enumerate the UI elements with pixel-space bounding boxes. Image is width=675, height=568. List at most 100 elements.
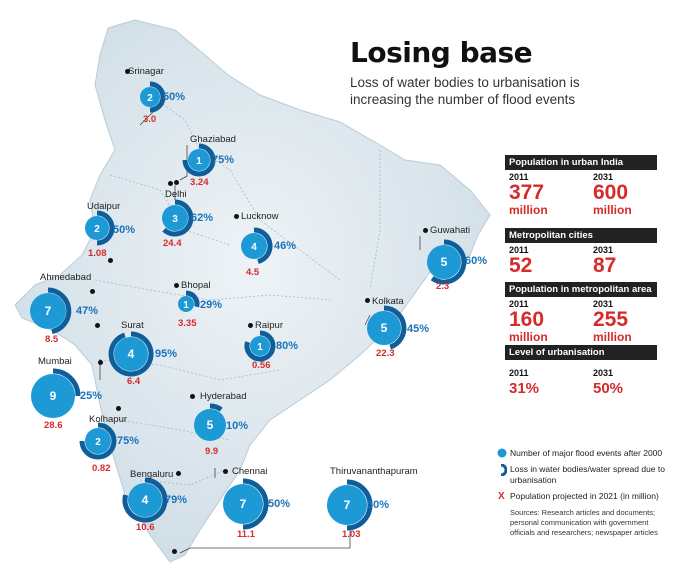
stat-year: 2031 xyxy=(593,368,614,378)
stat-block: Population in urban India 2011 377 milli… xyxy=(505,155,657,216)
city-name: Udaipur xyxy=(87,201,121,212)
projected-population: 4.5 xyxy=(246,267,260,278)
flood-events-circle xyxy=(188,149,210,171)
stat-row: 2011 31% 2031 50% xyxy=(505,360,657,397)
city-dot xyxy=(168,181,173,186)
flood-events-count: 1 xyxy=(183,300,189,311)
flood-events-circle xyxy=(367,311,401,345)
flood-events-count: 4 xyxy=(128,347,135,361)
stat-row: 2011 52 2031 87 xyxy=(505,243,657,277)
water-loss-arc xyxy=(149,81,166,113)
flood-events-count: 7 xyxy=(344,498,351,512)
stat-value: 600 xyxy=(593,181,629,204)
projected-population: 11.1 xyxy=(237,529,255,540)
projected-population: 28.6 xyxy=(44,420,63,431)
city-dot xyxy=(365,298,370,303)
city-name: Raipur xyxy=(255,320,283,331)
flood-events-circle xyxy=(114,337,148,371)
city-marker: 2 xyxy=(140,81,166,113)
city-name: Srinagar xyxy=(128,66,164,77)
flood-events-circle xyxy=(223,484,263,524)
stat-block: Population in metropolitan area 2011 160… xyxy=(505,282,657,343)
stat-2011: 2011 160 million xyxy=(509,299,548,343)
stat-2011: 2011 31% xyxy=(509,368,539,400)
page-subtitle: Loss of water bodies to urbanisation is … xyxy=(350,75,580,107)
city-dot xyxy=(116,406,121,411)
flood-events-count: 5 xyxy=(441,255,448,269)
water-loss-arc xyxy=(108,331,154,377)
stat-year: 2011 xyxy=(509,368,529,378)
flood-events-count: 4 xyxy=(251,242,257,253)
city-dot xyxy=(90,289,95,294)
city-name: Chennai xyxy=(232,466,268,477)
projected-population: 1.03 xyxy=(342,529,361,540)
legend-label: Population projected in 2021 (in million… xyxy=(510,491,659,501)
flood-events-count: 2 xyxy=(94,224,100,235)
water-loss-arc xyxy=(96,210,115,246)
city-dot xyxy=(125,69,130,74)
stat-block: Level of urbanisation 2011 31% 2031 50% xyxy=(505,345,657,397)
stat-value: 52 xyxy=(509,254,533,277)
city-marker: 2 xyxy=(79,422,117,460)
city-marker: 1 xyxy=(182,143,216,177)
projected-population: 3.35 xyxy=(178,318,197,329)
water-loss-arc xyxy=(52,368,81,397)
city-dot xyxy=(108,258,113,263)
water-loss-percent: 47% xyxy=(76,305,99,317)
water-loss-percent: 46% xyxy=(274,240,297,252)
city-name: Guwahati xyxy=(430,225,471,236)
stats-panel: Population in urban India 2011 377 milli… xyxy=(505,155,657,397)
city-marker: 1 xyxy=(244,330,276,362)
projected-population: 1.08 xyxy=(88,248,107,259)
city-name: Kolhapur xyxy=(89,414,128,425)
stat-value: 50% xyxy=(593,380,624,397)
water-loss-percent: 45% xyxy=(407,323,430,335)
stat-unit: million xyxy=(593,330,632,344)
city-name: Mumbai xyxy=(38,356,72,367)
water-loss-percent: 50% xyxy=(268,498,291,510)
flood-events-circle xyxy=(178,296,194,312)
city-name: Ghaziabad xyxy=(190,134,236,145)
stat-2031: 2031 87 xyxy=(593,245,616,277)
city-marker: 4 xyxy=(108,331,154,377)
flood-events-circle xyxy=(30,293,66,329)
projected-population: 3.0 xyxy=(143,114,157,125)
water-loss-percent: 10% xyxy=(226,420,249,432)
city-marker: 7 xyxy=(30,287,72,335)
water-loss-percent: 60% xyxy=(465,255,488,267)
stat-year: 2031 xyxy=(593,172,614,182)
city-marker: 2 xyxy=(85,210,115,246)
stat-2011: 2011 377 million xyxy=(509,172,548,216)
city-dot xyxy=(98,360,103,365)
projected-population: 6.4 xyxy=(127,376,141,387)
city-dot xyxy=(190,394,195,399)
stat-value: 377 xyxy=(509,181,545,204)
city-dot xyxy=(174,283,179,288)
flood-events-count: 2 xyxy=(147,93,153,104)
stat-2011: 2011 52 xyxy=(509,245,532,277)
water-loss-percent: 50% xyxy=(113,224,136,236)
city-dot xyxy=(172,549,177,554)
city-marker: 4 xyxy=(241,227,273,264)
water-loss-arc xyxy=(383,305,407,350)
blue-arc-icon xyxy=(500,464,507,476)
stat-year: 2011 xyxy=(509,245,529,255)
stat-unit: million xyxy=(593,203,632,217)
city-name: Bhopal xyxy=(181,280,211,291)
flood-events-count: 2 xyxy=(95,437,101,448)
flood-events-circle xyxy=(194,409,226,441)
city-name: Hyderabad xyxy=(200,391,247,402)
water-loss-percent: 80% xyxy=(276,340,299,352)
flood-events-circle xyxy=(85,216,109,240)
city-marker: 7 xyxy=(223,478,269,530)
city-dot xyxy=(95,323,100,328)
water-loss-arc xyxy=(346,479,373,531)
flood-events-count: 4 xyxy=(142,493,149,507)
flood-events-circle xyxy=(162,205,188,231)
city-name: Kolkata xyxy=(372,296,404,307)
projected-population: 10.6 xyxy=(136,522,155,533)
flood-events-circle xyxy=(85,428,111,454)
projected-population: 0.82 xyxy=(92,463,111,474)
stat-year: 2011 xyxy=(509,172,529,182)
